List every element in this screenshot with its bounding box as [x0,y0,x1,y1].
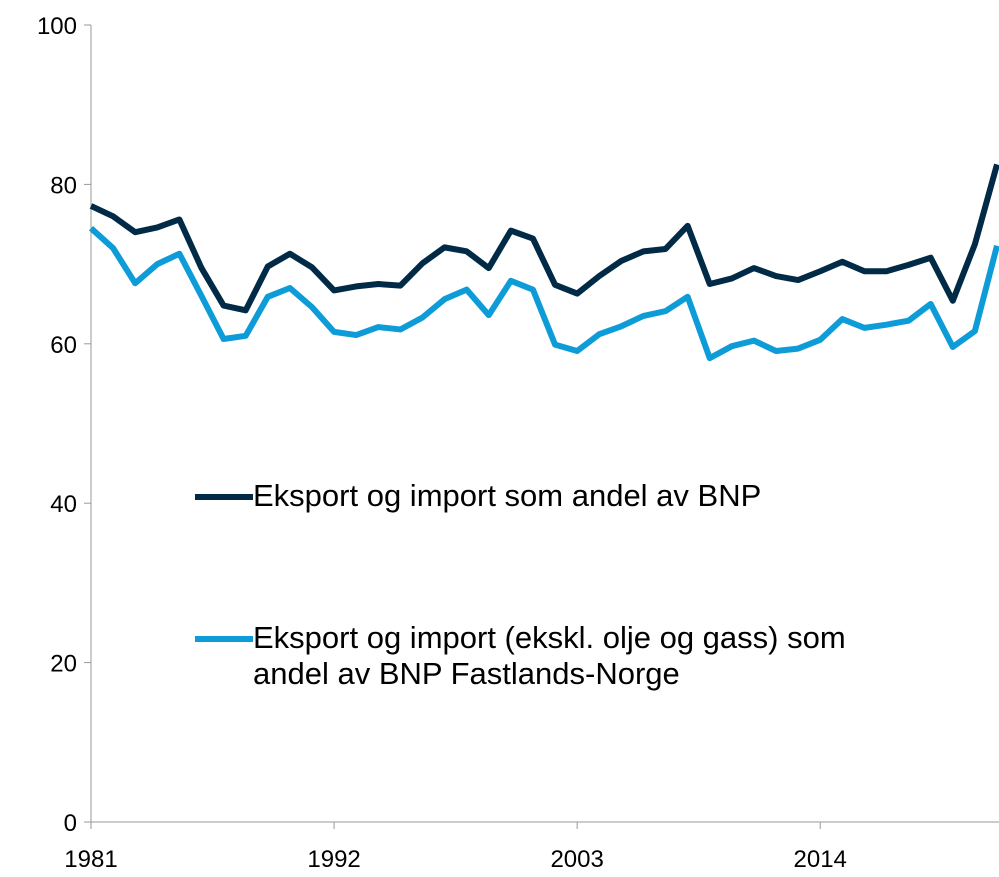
x-tick-label: 2003 [550,846,603,872]
y-tick-label: 100 [37,13,77,40]
legend-entry: Eksport og import (ekskl. olje og gass) … [195,620,875,692]
legend-entry: Eksport og import som andel av BNP [195,478,761,514]
line [89,163,999,314]
y-tick-label: 20 [50,651,77,678]
x-tick-label: 2014 [794,846,847,872]
x-tick-label: 1992 [307,846,360,872]
line [88,226,999,362]
x-tick-label: 1981 [64,846,117,872]
y-tick-label: 80 [50,172,77,199]
y-tick-label: 0 [64,810,77,837]
legend-label: Eksport og import (ekskl. olje og gass) … [253,620,846,691]
y-tick-label: 40 [50,491,77,518]
legend-swatch [195,636,253,642]
legend-label: Eksport og import som andel av BNP [253,478,762,513]
y-tick-label: 60 [50,332,77,359]
legend-swatch [195,494,253,500]
